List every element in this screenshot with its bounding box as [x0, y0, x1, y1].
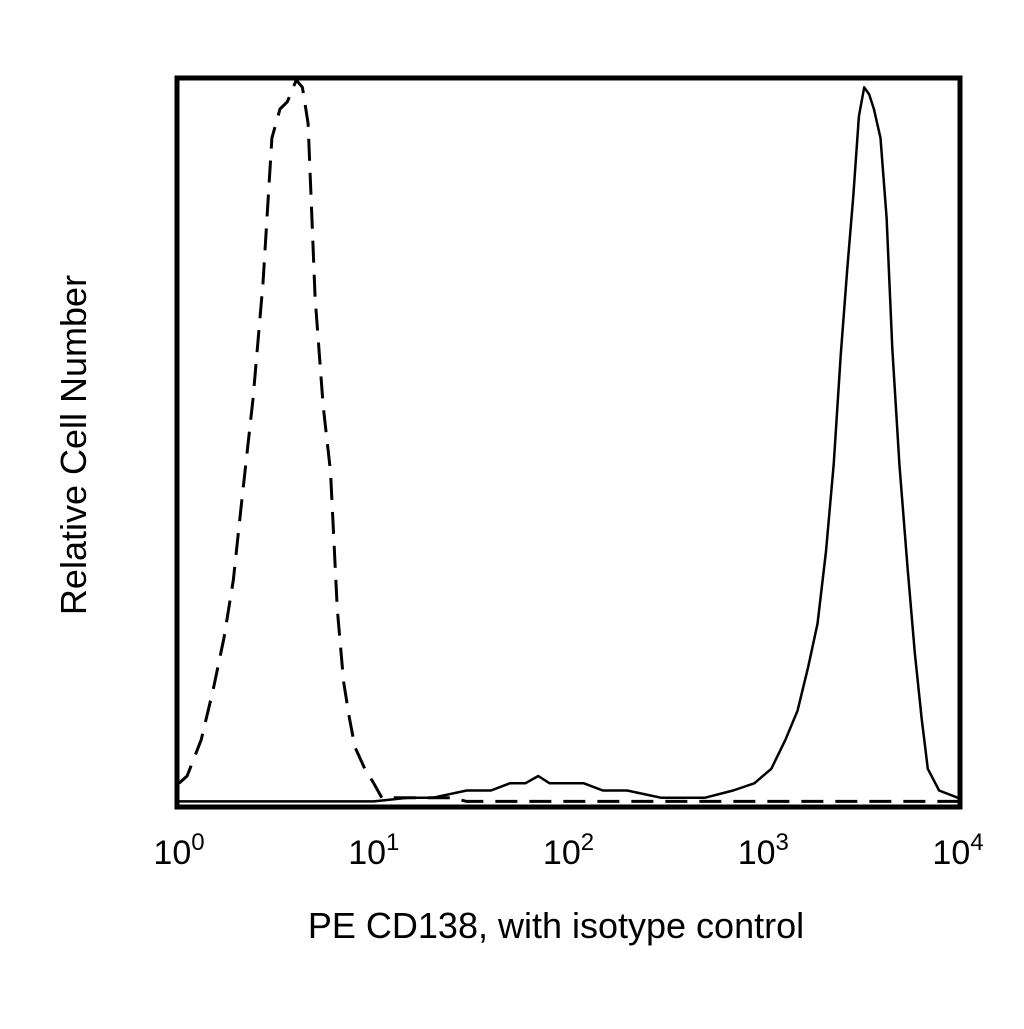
x-tick-label: 103 — [738, 829, 789, 872]
isotype-control-histogram-line — [177, 78, 958, 803]
x-tick-label: 100 — [153, 829, 204, 872]
x-tick-labels: 100 101 102 103 104 — [153, 829, 983, 872]
x-tick-label: 101 — [348, 829, 399, 872]
x-axis-label: PE CD138, with isotype control — [308, 905, 804, 946]
x-tick-label: 102 — [543, 829, 594, 872]
x-tick-label: 104 — [932, 829, 983, 872]
series-layer — [177, 78, 959, 803]
plot-frame — [174, 75, 963, 810]
pe-cd138-histogram-line — [179, 86, 959, 803]
y-axis-label: Relative Cell Number — [53, 275, 94, 615]
